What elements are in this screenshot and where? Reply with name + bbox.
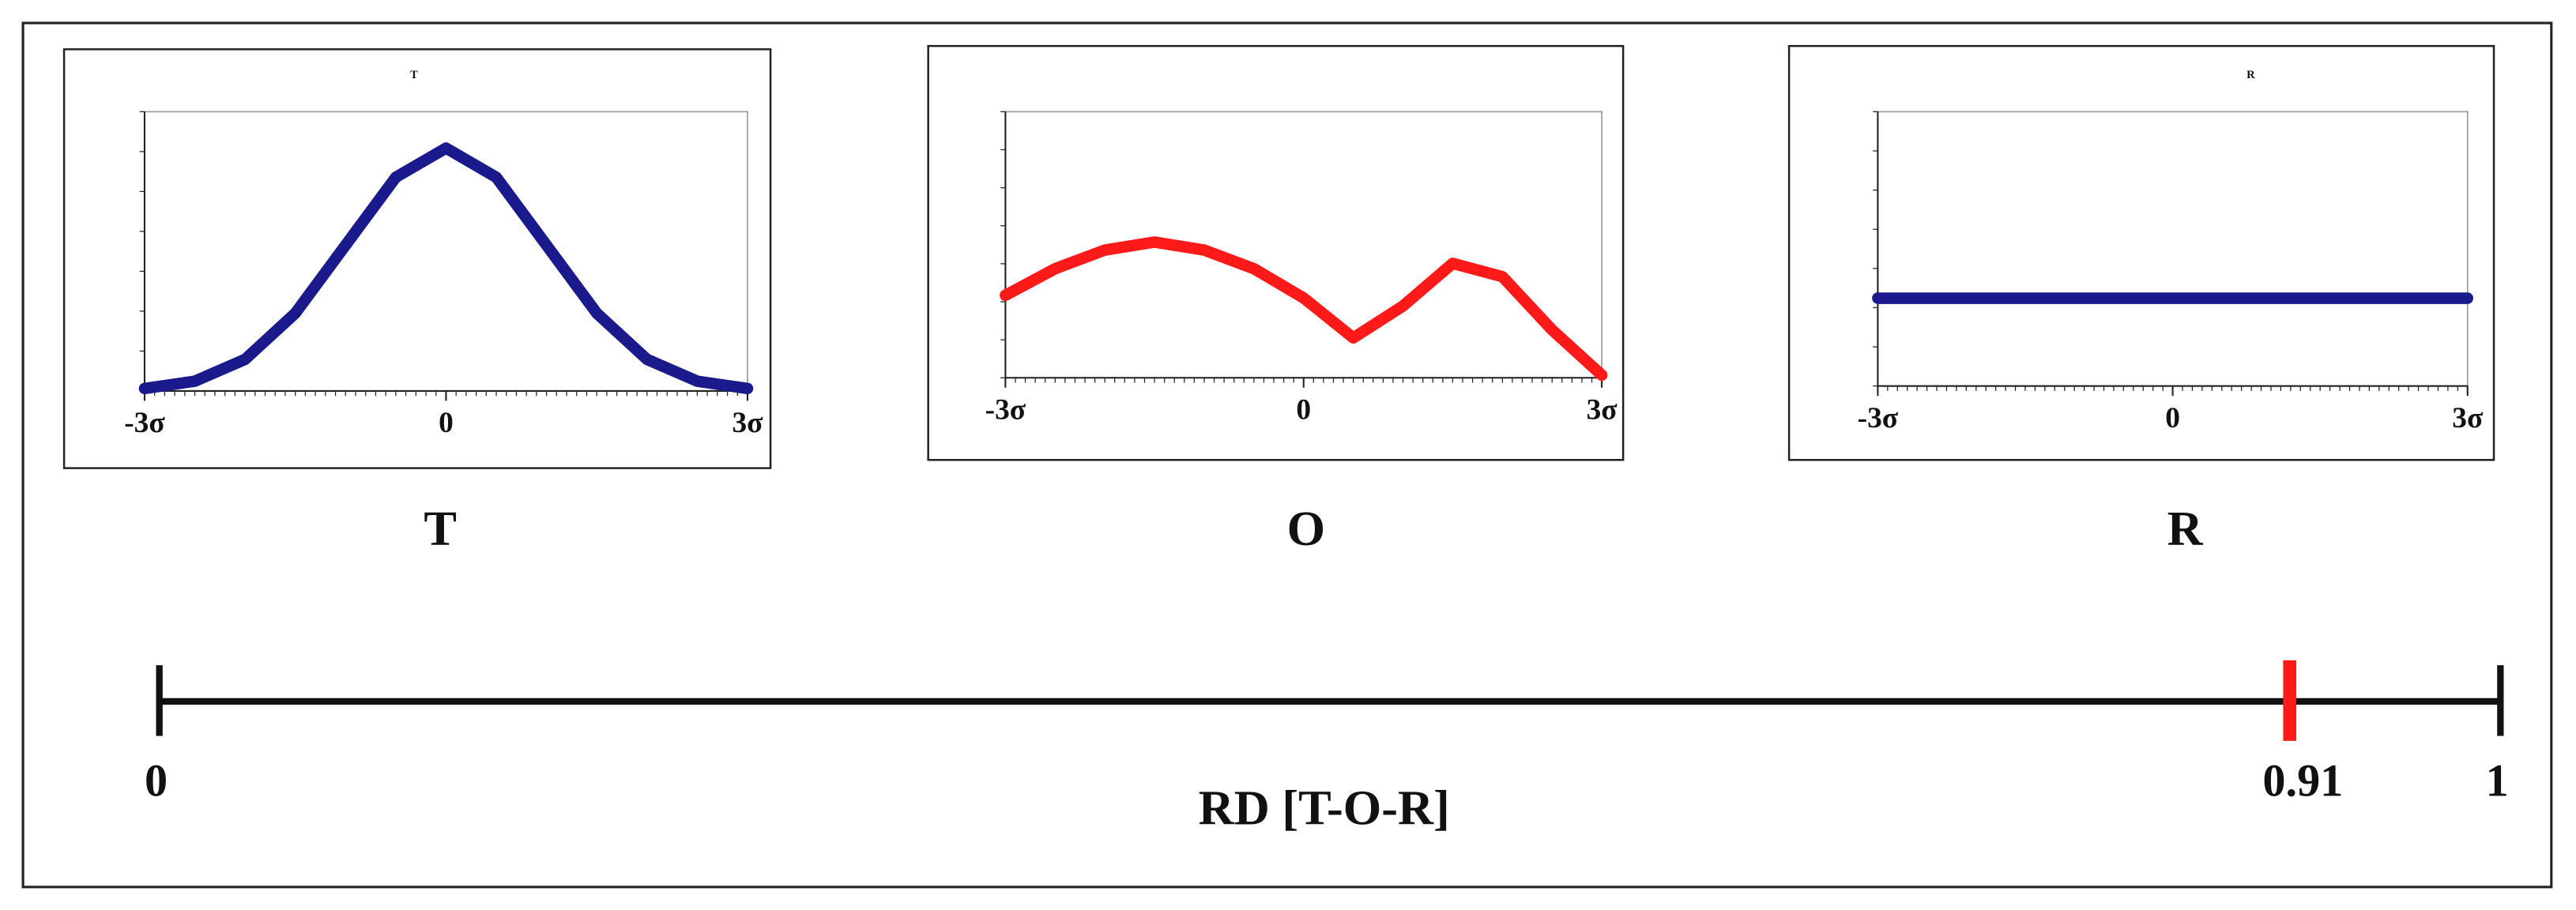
panel-frame [927, 44, 1625, 461]
panel-label: R [2167, 502, 2204, 556]
panel-frame [1787, 44, 2495, 461]
x-tick-label: 3σ [2452, 402, 2484, 434]
x-tick-label: -3σ [985, 394, 1026, 427]
outer-frame [21, 21, 2553, 889]
scale-tick-label: 1 [2486, 754, 2509, 806]
mini-title: R [2246, 69, 2255, 81]
scale-tick-label: 0 [145, 754, 168, 806]
x-tick-label: -3σ [1858, 402, 1899, 434]
x-tick-label: 3σ [732, 407, 763, 439]
x-tick-label: 0 [439, 407, 454, 439]
panel-label: O [1287, 502, 1326, 556]
panel-label: T [424, 502, 457, 556]
curve [138, 142, 754, 395]
x-tick-label: 0 [1296, 394, 1311, 427]
x-tick-label: -3σ [124, 407, 165, 439]
curve [1000, 236, 1608, 382]
scale-marker-label: 0.91 [2262, 754, 2343, 806]
panel-frame [62, 48, 772, 469]
mini-title: T [410, 69, 418, 81]
x-tick-label: 0 [2165, 402, 2180, 434]
scale-title: RD [T-O-R] [1199, 781, 1450, 836]
x-tick-label: 3σ [1587, 394, 1618, 427]
